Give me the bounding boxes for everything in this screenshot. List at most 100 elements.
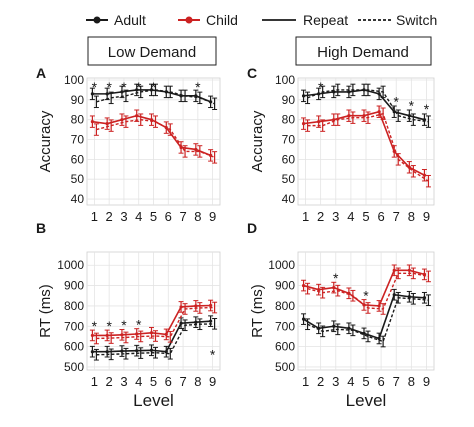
significance-star: *	[136, 79, 142, 95]
column-title-low: Low Demand	[87, 36, 217, 66]
data-point	[135, 114, 139, 118]
data-point	[90, 333, 94, 338]
data-point	[317, 288, 321, 292]
x-axis-title: Level	[346, 391, 387, 410]
y-tick-label: 700	[275, 319, 295, 333]
data-point	[407, 268, 411, 272]
series-line-adult-switch	[96, 323, 215, 356]
x-tick-label: 4	[135, 209, 142, 224]
x-axis-title: Level	[133, 391, 174, 410]
data-point	[135, 349, 139, 353]
y-axis-title: Accuracy	[249, 110, 266, 172]
data-point	[301, 317, 306, 321]
series-line-child-switch	[96, 306, 215, 340]
significance-star: *	[393, 93, 399, 109]
x-tick-label: 4	[135, 374, 142, 389]
data-point	[194, 304, 198, 308]
significance-star: *	[136, 316, 142, 332]
data-point	[332, 324, 336, 328]
x-tick-label: 9	[209, 209, 216, 224]
legend-adult-marker	[93, 16, 101, 24]
data-point	[377, 110, 381, 114]
data-point	[377, 304, 381, 308]
x-tick-label: 7	[393, 374, 400, 389]
data-point	[120, 90, 124, 94]
x-tick-label: 1	[91, 374, 98, 389]
data-point	[392, 268, 396, 272]
legend-switch-label: Switch	[396, 12, 437, 28]
data-point	[194, 147, 198, 152]
y-tick-label: 80	[71, 113, 85, 127]
x-tick-label: 6	[377, 374, 384, 389]
series-line-adult-switch	[307, 297, 429, 343]
y-tick-label: 100	[64, 73, 84, 87]
data-point	[105, 333, 109, 338]
x-tick-label: 1	[91, 209, 98, 224]
data-point	[105, 92, 109, 96]
y-tick-label: 90	[71, 93, 85, 107]
data-point	[332, 286, 336, 290]
data-point	[120, 118, 124, 122]
data-point	[179, 305, 183, 309]
x-tick-label: 1	[302, 209, 309, 224]
data-point	[407, 114, 411, 118]
x-tick-label: 2	[317, 209, 324, 224]
x-tick-label: 7	[179, 374, 186, 389]
significance-star: *	[409, 97, 415, 113]
x-tick-label: 9	[423, 209, 430, 224]
y-tick-label: 600	[64, 340, 84, 354]
x-tick-label: 8	[194, 209, 201, 224]
panel-letter: B	[36, 220, 46, 236]
panel-D: 500 600 700 800 900 1000 1 2 3 4 5 6 7 8 9 RT (ms) Level…	[247, 220, 435, 410]
data-point	[149, 331, 154, 335]
significance-star: *	[121, 79, 127, 95]
data-point	[90, 92, 94, 96]
x-tick-label: 3	[332, 209, 339, 224]
legend-adult-label: Adult	[114, 12, 146, 28]
significance-star: *	[106, 79, 112, 95]
data-point	[149, 348, 154, 352]
y-tick-label: 60	[71, 152, 85, 166]
panel-letter: A	[36, 65, 46, 81]
y-tick-label: 70	[282, 133, 296, 147]
data-point	[135, 332, 139, 336]
data-point	[105, 122, 109, 126]
x-tick-label: 6	[165, 209, 172, 224]
data-point	[194, 320, 198, 324]
y-tick-label: 700	[64, 319, 84, 333]
legend-item-child: Child	[178, 12, 238, 28]
data-point	[90, 350, 94, 354]
data-point	[392, 110, 396, 114]
y-axis-title: Accuracy	[37, 110, 54, 172]
data-point	[347, 326, 351, 330]
panel-B: 500 600 700 800 900 1000 1 2 3 4 5 6 7 8 9 RT (ms) Level…	[36, 220, 221, 410]
x-tick-label: 9	[423, 374, 430, 389]
column-title-high-text: High Demand	[317, 44, 409, 61]
data-point	[120, 349, 124, 353]
legend-child-label: Child	[206, 12, 238, 28]
legend: Adult Child Repeat Switch	[86, 12, 437, 28]
significance-star: *	[92, 318, 98, 334]
panel-letter: C	[247, 65, 257, 81]
data-point	[164, 332, 168, 336]
x-tick-label: 5	[362, 374, 369, 389]
y-tick-label: 900	[275, 279, 295, 293]
y-axis-title: RT (ms)	[249, 284, 266, 338]
x-tick-label: 5	[150, 209, 157, 224]
data-point	[347, 114, 351, 118]
x-tick-label: 6	[377, 209, 384, 224]
data-point	[164, 350, 168, 354]
data-point	[120, 333, 124, 337]
significance-star: *	[424, 101, 430, 117]
x-tick-label: 2	[106, 374, 113, 389]
x-tick-label: 3	[332, 374, 339, 389]
x-tick-label: 8	[194, 374, 201, 389]
y-tick-label: 800	[64, 299, 84, 313]
x-tick-label: 8	[408, 374, 415, 389]
x-tick-label: 4	[347, 209, 354, 224]
x-tick-label: 6	[165, 374, 172, 389]
legend-item-repeat: Repeat	[262, 12, 348, 28]
y-tick-label: 50	[71, 172, 85, 186]
